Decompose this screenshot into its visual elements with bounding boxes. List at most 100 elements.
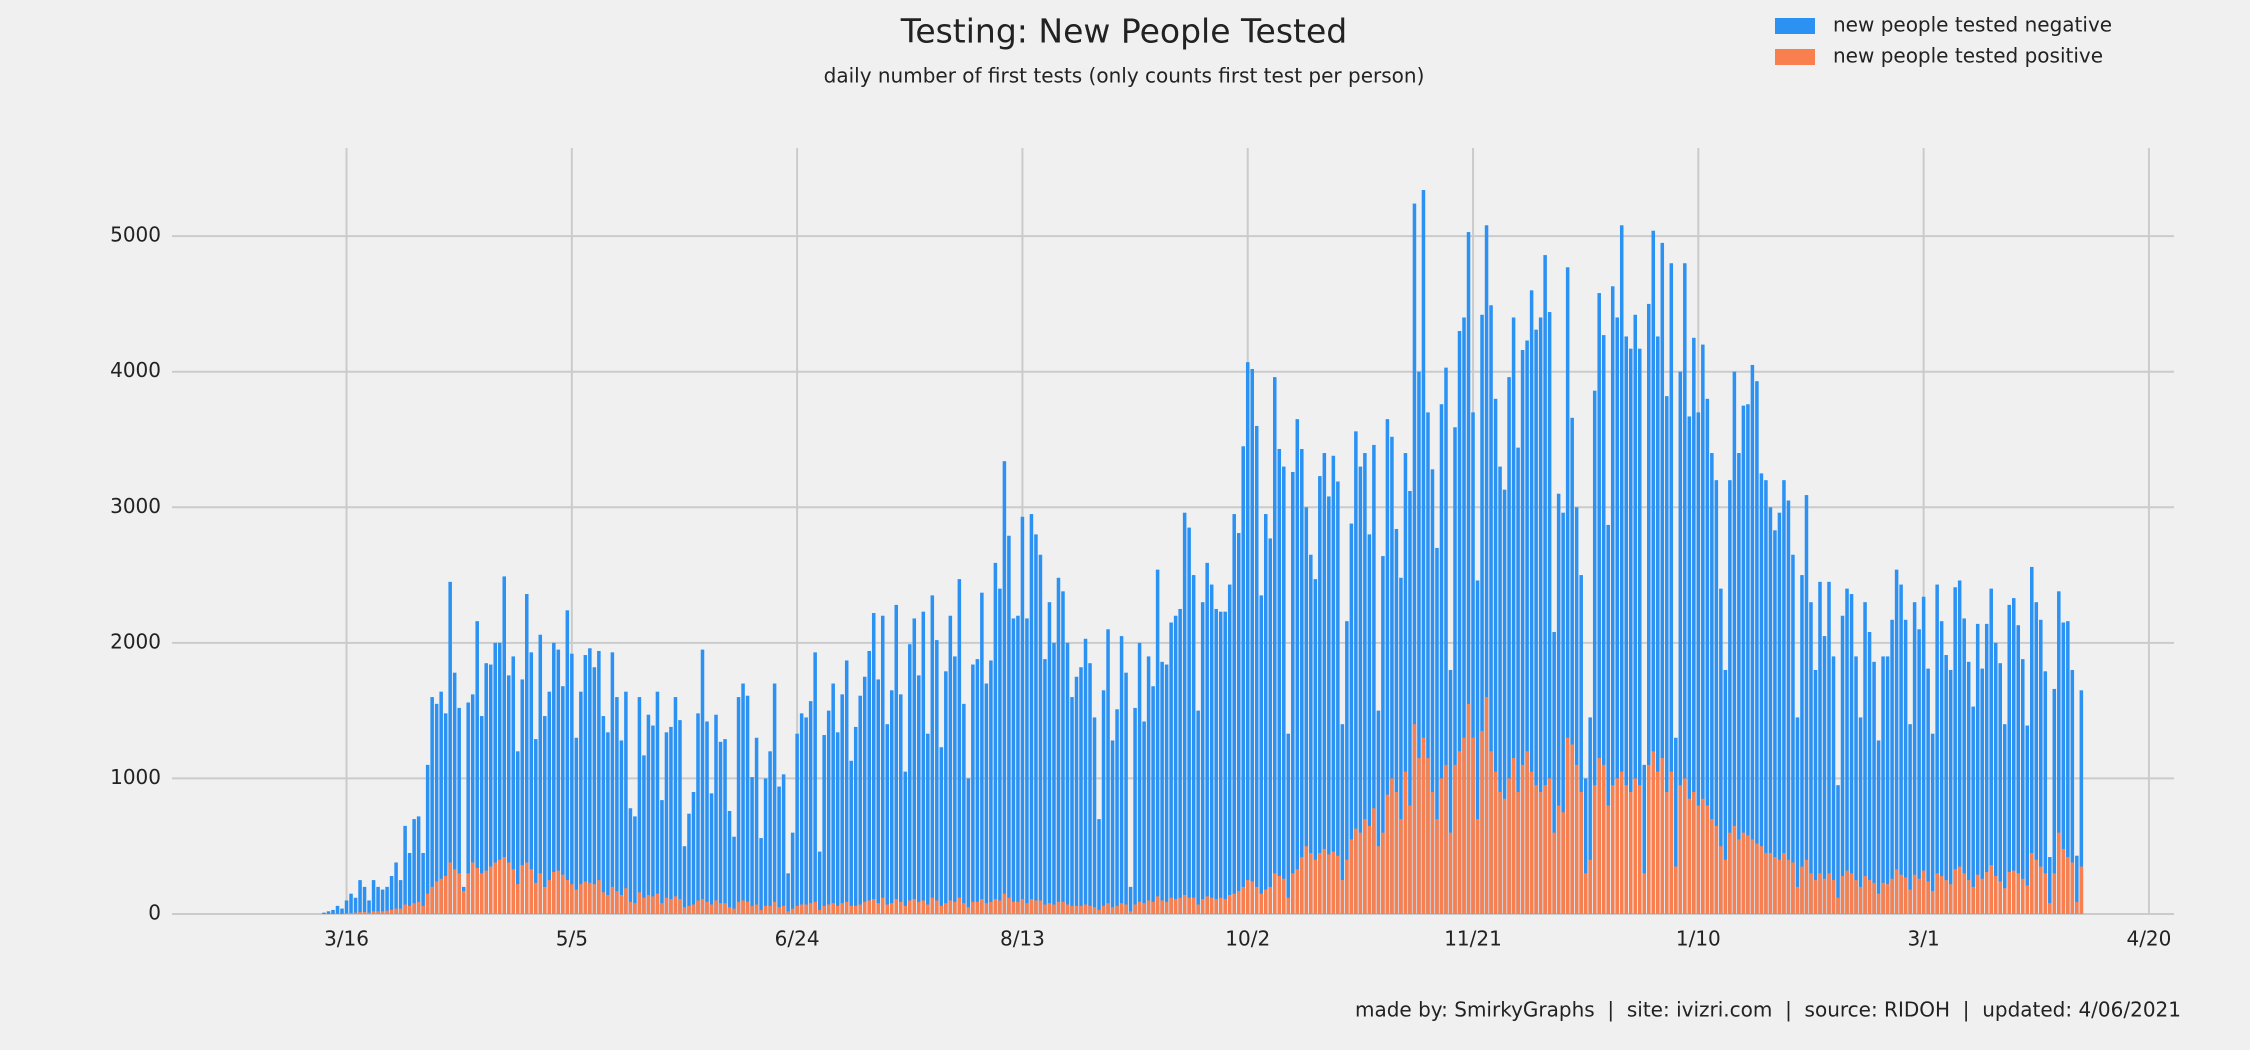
bar	[583, 655, 588, 914]
bar	[1354, 431, 1358, 914]
bar	[1529, 771, 1534, 914]
bar	[326, 911, 331, 914]
bar	[1791, 554, 1795, 914]
bar	[840, 903, 844, 914]
bar	[2079, 866, 2084, 914]
bar	[889, 903, 894, 914]
bar	[1002, 461, 1007, 914]
bar	[1277, 448, 1282, 914]
x-tick-label: 8/13	[1000, 927, 1045, 951]
bar	[619, 740, 624, 914]
bar	[385, 886, 389, 914]
bar	[772, 683, 777, 914]
bar	[1637, 348, 1642, 914]
bar	[1836, 897, 1840, 914]
bar	[1989, 865, 1993, 914]
bar	[1367, 825, 1372, 914]
bar	[1300, 448, 1304, 914]
bar	[1052, 642, 1056, 914]
bar	[1263, 889, 1268, 914]
bar	[1980, 878, 1984, 914]
bar	[1885, 656, 1890, 914]
bar	[335, 905, 340, 914]
bar	[903, 905, 908, 914]
bar	[790, 908, 795, 914]
bar	[1516, 447, 1520, 914]
bar	[935, 900, 939, 914]
bar	[1286, 733, 1291, 914]
bar	[1800, 866, 1804, 914]
bar	[497, 642, 502, 914]
bar	[1547, 312, 1552, 914]
bar	[1998, 663, 2002, 914]
bar	[1840, 876, 1845, 914]
bar	[813, 901, 817, 914]
bar	[804, 904, 808, 914]
bar	[1678, 785, 1683, 914]
bar	[1885, 884, 1890, 914]
bar	[2011, 598, 2016, 914]
bar	[899, 901, 903, 914]
bar	[1426, 758, 1430, 914]
bar	[1187, 897, 1191, 914]
bar	[880, 615, 885, 914]
bar	[2034, 859, 2039, 914]
bar	[1002, 893, 1007, 914]
bar	[1845, 588, 1849, 914]
bar	[1115, 905, 1119, 914]
bar	[633, 816, 637, 914]
bar	[2057, 832, 2061, 914]
bar	[1786, 500, 1791, 914]
bar	[624, 691, 628, 914]
bar	[403, 904, 407, 914]
bar	[1457, 751, 1462, 914]
bar	[534, 882, 538, 914]
bar	[664, 732, 669, 914]
bar	[1444, 367, 1448, 915]
bar	[1331, 455, 1336, 914]
bar	[434, 703, 439, 914]
bar	[1218, 611, 1223, 914]
bar	[1597, 293, 1601, 914]
bar	[1908, 724, 1912, 914]
bar	[1471, 737, 1475, 914]
bar	[1106, 629, 1110, 914]
bar	[1912, 602, 1917, 914]
bar	[930, 595, 935, 914]
bar	[678, 899, 682, 914]
bar	[497, 859, 502, 914]
bar	[908, 900, 912, 914]
bar	[1313, 859, 1318, 914]
bar	[921, 611, 926, 914]
bar	[1291, 873, 1295, 914]
bar	[1493, 398, 1498, 914]
bar	[1764, 852, 1768, 914]
bar	[1674, 866, 1678, 914]
bar	[1128, 886, 1133, 914]
bar	[1660, 242, 1665, 914]
bar	[1020, 516, 1025, 914]
bar	[1426, 412, 1430, 914]
bar	[565, 880, 570, 914]
bar	[407, 905, 412, 914]
bar	[1245, 880, 1250, 914]
bar	[1106, 903, 1110, 914]
bar	[353, 912, 358, 914]
bar	[971, 664, 975, 914]
bar	[1295, 869, 1300, 914]
bar	[1061, 901, 1065, 914]
bar	[1340, 880, 1345, 914]
bar	[1899, 874, 1903, 914]
bar	[1561, 512, 1565, 914]
bar	[1151, 686, 1155, 914]
bar	[2052, 873, 2057, 914]
bar	[903, 771, 908, 914]
bar	[1516, 791, 1520, 914]
bar	[687, 905, 691, 914]
bar	[470, 694, 475, 914]
bar	[1254, 425, 1259, 914]
bar	[452, 672, 457, 914]
bar	[1872, 661, 1876, 914]
bar	[1390, 778, 1394, 914]
bar	[1980, 668, 1984, 914]
